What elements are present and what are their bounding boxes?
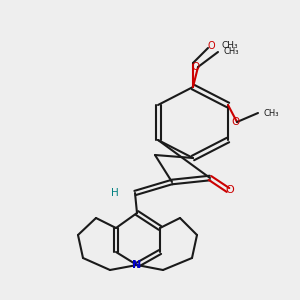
Text: N: N <box>132 260 142 270</box>
Text: CH₃: CH₃ <box>221 40 238 50</box>
Text: O: O <box>192 62 200 72</box>
Text: O: O <box>207 41 215 51</box>
Text: CH₃: CH₃ <box>264 109 280 118</box>
Text: O: O <box>226 185 234 195</box>
Text: H: H <box>111 188 119 198</box>
Text: O: O <box>231 117 239 127</box>
Text: CH₃: CH₃ <box>224 47 239 56</box>
